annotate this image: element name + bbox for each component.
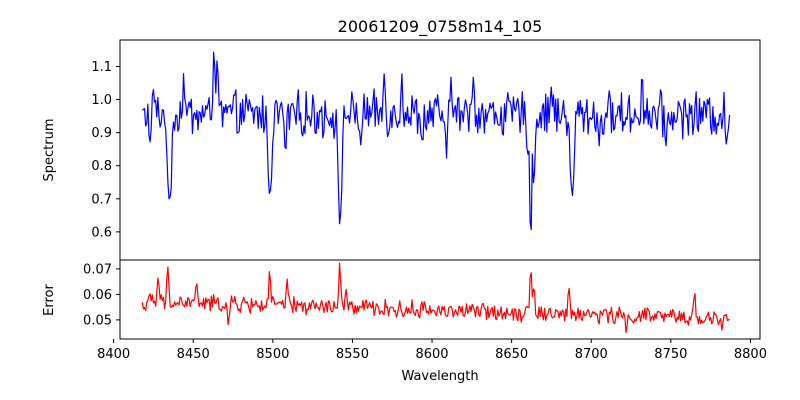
y-tick-label: 0.05 — [83, 313, 112, 328]
x-tick-label: 8600 — [415, 347, 448, 362]
x-tick-label: 8650 — [495, 347, 528, 362]
spectrum-line — [141, 51, 731, 231]
error-axes-frame — [119, 259, 761, 340]
error-line — [141, 262, 731, 334]
x-tick-label: 8800 — [734, 347, 767, 362]
y-tick-label: 0.06 — [83, 288, 112, 303]
y-tick-label: 0.07 — [83, 262, 112, 277]
spectrum-y-ticks: 0.6 0.7 0.8 0.9 1.0 1.1 — [91, 60, 120, 240]
x-tick-label: 8750 — [654, 347, 687, 362]
spectrum-y-label: Spectrum — [42, 119, 57, 182]
y-tick-label: 1.0 — [91, 93, 112, 108]
y-tick-label: 0.8 — [91, 159, 112, 174]
x-axis-ticks: 8400 8450 8500 8550 8600 8650 8700 8750 8800 — [97, 339, 767, 362]
x-tick-label: 8500 — [256, 347, 289, 362]
x-axis-label: Wavelength — [401, 369, 478, 384]
x-tick-label: 8700 — [575, 347, 608, 362]
y-tick-label: 0.9 — [91, 126, 112, 141]
error-y-ticks: 0.05 0.06 0.07 — [83, 262, 120, 328]
y-tick-label: 0.7 — [91, 192, 112, 207]
y-tick-label: 0.6 — [91, 225, 112, 240]
error-y-label: Error — [42, 284, 57, 316]
chart-title: 20061209_0758m14_105 — [338, 17, 543, 37]
spectrum-panel: 0.6 0.7 0.8 0.9 1.0 1.1 Spectrum — [42, 39, 761, 261]
x-tick-label: 8450 — [177, 347, 210, 362]
x-tick-label: 8550 — [336, 347, 369, 362]
x-tick-label: 8400 — [97, 347, 130, 362]
error-panel: 0.05 0.06 0.07 Error — [42, 259, 761, 340]
y-tick-label: 1.1 — [91, 60, 112, 75]
